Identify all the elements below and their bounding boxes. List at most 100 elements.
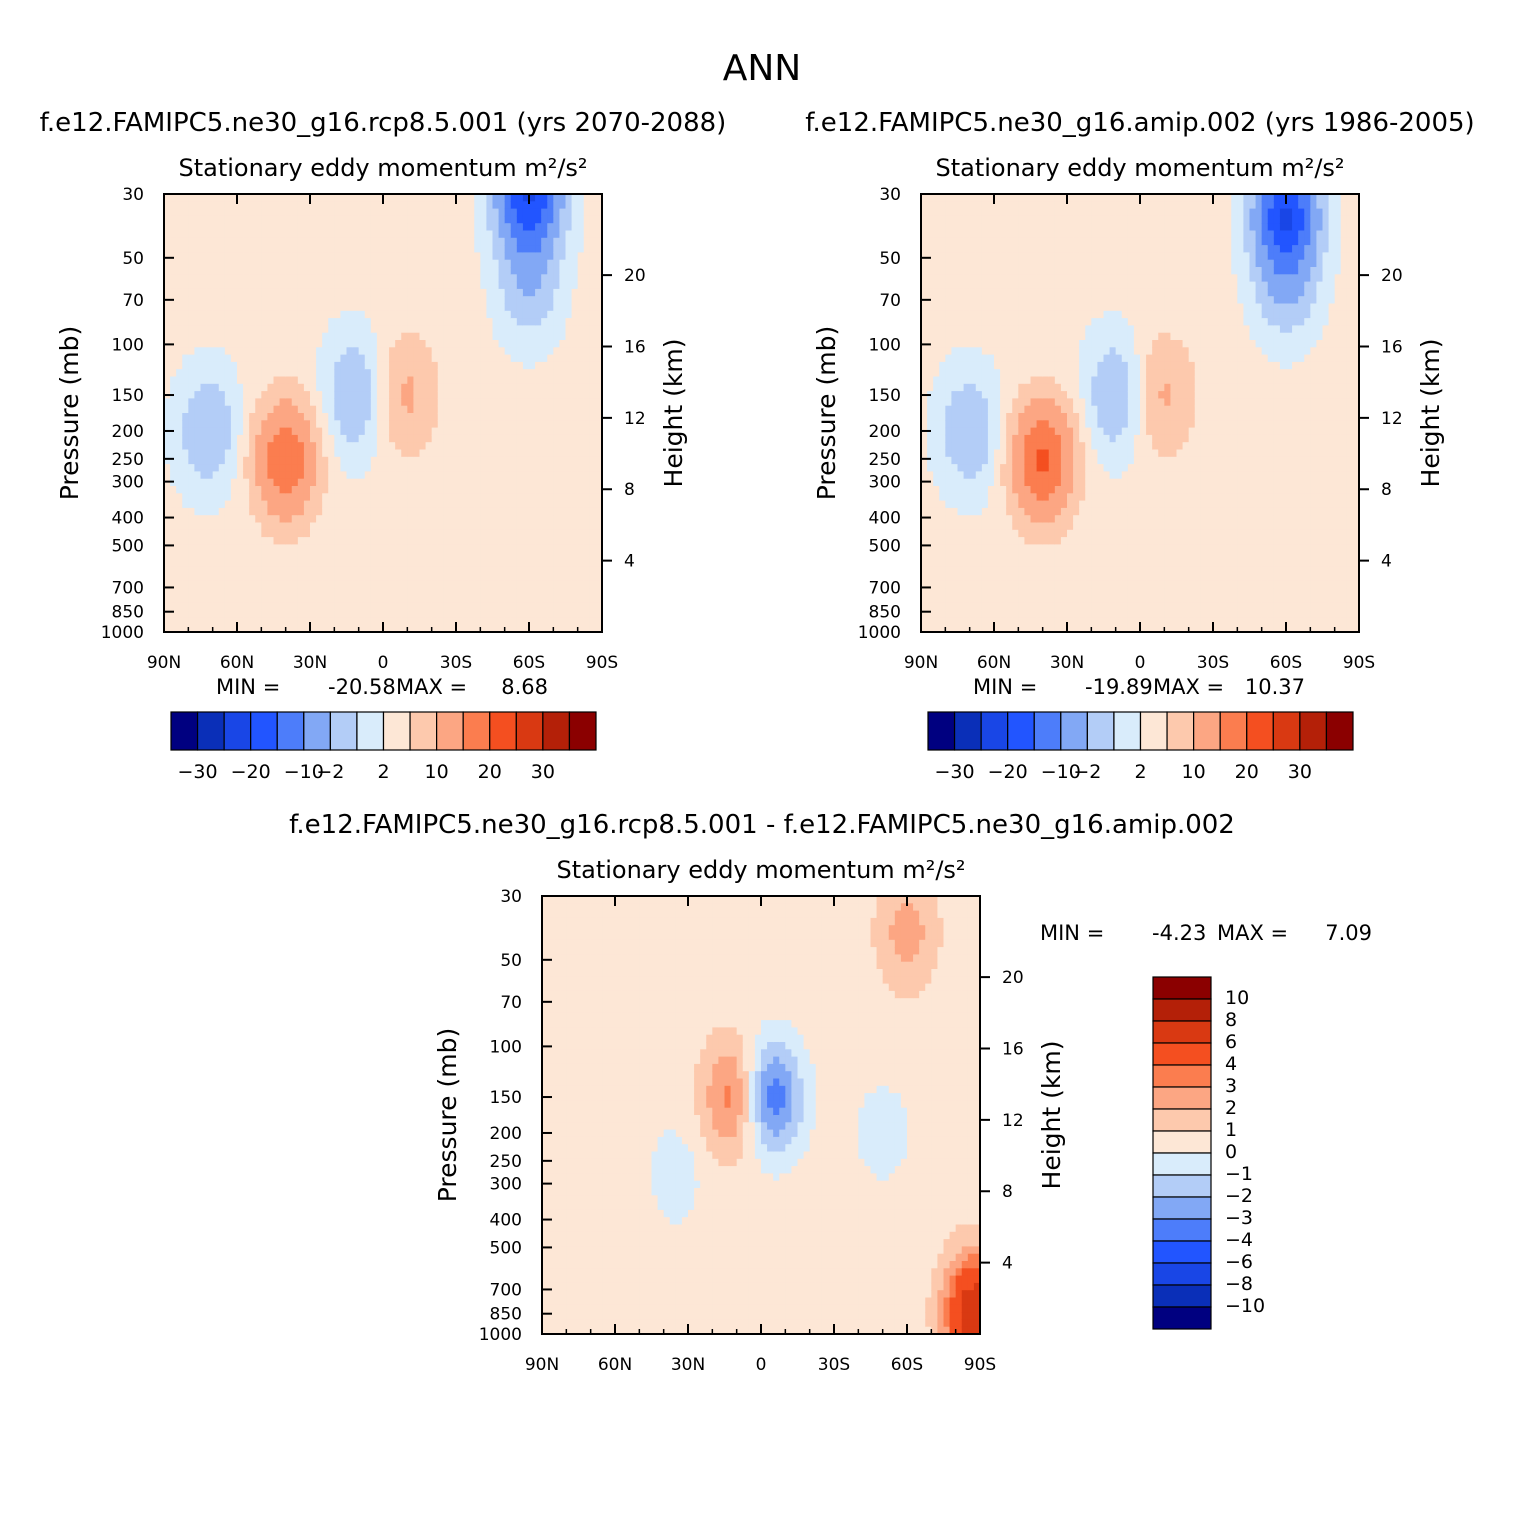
field-cell — [243, 449, 250, 458]
field-cell — [188, 456, 196, 465]
field-cell — [456, 398, 463, 407]
field-cell — [328, 515, 335, 524]
field-cell — [969, 274, 977, 283]
field-cell — [310, 376, 317, 385]
field-cell — [589, 580, 597, 589]
field-cell — [194, 551, 202, 560]
field-cell — [535, 442, 542, 451]
field-cell — [498, 500, 506, 509]
field-cell — [595, 486, 602, 494]
field-cell — [559, 449, 567, 458]
field-cell — [945, 310, 953, 319]
field-cell — [285, 237, 293, 246]
field-cell — [383, 478, 390, 487]
field-cell — [963, 223, 971, 232]
field-cell — [927, 230, 934, 239]
field-cell — [182, 391, 189, 399]
field-cell — [553, 398, 561, 407]
field-cell — [425, 383, 433, 392]
field-cell — [571, 537, 579, 545]
field-cell — [486, 230, 494, 239]
field-cell — [164, 274, 171, 283]
field-cell — [963, 464, 971, 472]
field-cell — [230, 610, 238, 618]
field-cell — [951, 413, 959, 421]
field-cell — [933, 354, 940, 363]
field-cell — [595, 507, 602, 516]
field-cell — [510, 537, 518, 545]
field-cell — [969, 369, 977, 378]
field-cell — [565, 194, 573, 202]
field-cell — [316, 361, 323, 370]
field-cell — [443, 471, 451, 480]
field-cell — [255, 493, 262, 502]
field-cell — [474, 566, 481, 575]
field-cell — [504, 595, 512, 604]
field-cell — [206, 223, 214, 232]
field-cell — [933, 259, 940, 268]
field-cell — [291, 288, 299, 297]
field-cell — [504, 347, 512, 356]
field-cell — [425, 237, 433, 246]
field-cell — [224, 442, 232, 451]
field-cell — [279, 259, 287, 268]
field-cell — [975, 274, 983, 283]
field-cell — [589, 464, 597, 472]
field-cell — [212, 434, 220, 443]
field-cell — [437, 551, 445, 560]
field-cell — [577, 493, 585, 502]
field-cell — [969, 529, 977, 538]
field-cell — [237, 303, 244, 312]
field-cell — [200, 361, 208, 370]
field-cell — [462, 588, 469, 597]
field-cell — [346, 281, 354, 290]
field-cell — [328, 398, 335, 407]
field-cell — [449, 194, 457, 202]
field-cell — [200, 267, 208, 275]
field-cell — [449, 442, 457, 451]
field-cell — [559, 471, 567, 480]
field-cell — [589, 624, 597, 632]
field-cell — [963, 194, 971, 202]
field-cell — [243, 420, 250, 429]
field-cell — [933, 325, 940, 334]
field-cell — [164, 595, 171, 604]
field-cell — [541, 398, 548, 407]
field-cell — [346, 500, 354, 509]
field-cell — [589, 427, 597, 436]
field-cell — [297, 537, 305, 545]
field-cell — [443, 332, 451, 341]
field-cell — [243, 252, 250, 261]
field-cell — [395, 559, 402, 567]
field-cell — [230, 493, 238, 502]
field-cell — [927, 398, 934, 407]
field-cell — [310, 449, 317, 458]
field-cell — [376, 478, 384, 487]
field-cell — [492, 434, 500, 443]
field-cell — [170, 449, 177, 458]
field-cell — [376, 347, 384, 356]
field-cell — [200, 296, 208, 305]
field-cell — [933, 427, 940, 436]
field-cell — [261, 361, 269, 370]
field-cell — [328, 288, 335, 297]
field-cell — [407, 551, 415, 560]
field-cell — [279, 478, 287, 487]
field-cell — [541, 529, 548, 538]
field-cell — [273, 201, 281, 210]
field-cell — [285, 361, 293, 370]
field-cell — [383, 522, 390, 531]
field-cell — [927, 288, 934, 297]
field-cell — [188, 573, 196, 582]
field-cell — [188, 537, 196, 545]
field-cell — [456, 617, 463, 626]
field-cell — [303, 427, 311, 436]
field-cell — [547, 376, 554, 385]
field-cell — [188, 434, 196, 443]
field-cell — [346, 464, 354, 472]
field-cell — [933, 376, 940, 385]
field-cell — [589, 230, 597, 239]
field-cell — [443, 281, 451, 290]
field-cell — [535, 318, 542, 326]
field-cell — [249, 383, 256, 392]
